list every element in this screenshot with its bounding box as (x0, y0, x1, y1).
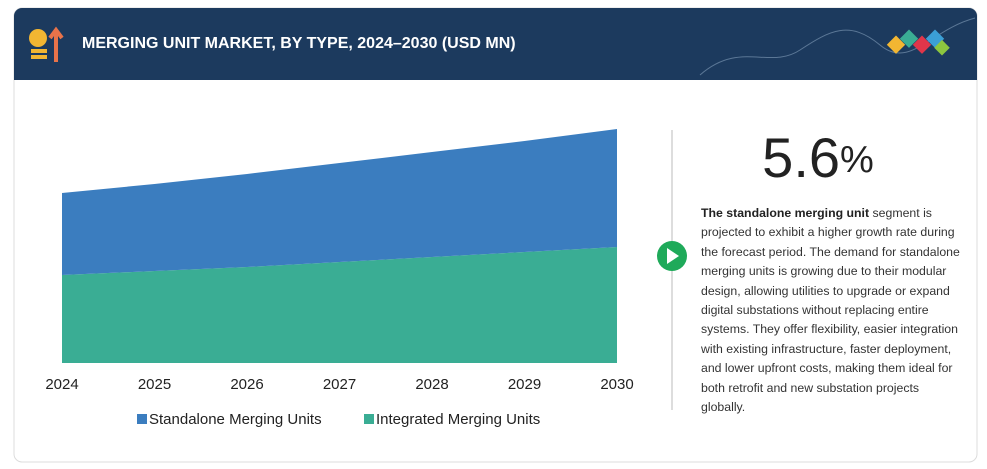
x-tick-label: 2024 (45, 376, 78, 393)
area (62, 247, 617, 363)
legend-swatch (364, 414, 374, 424)
legend-label: Integrated Merging Units (376, 411, 540, 428)
cagr-value: 5.6 (762, 126, 840, 189)
logo (886, 29, 950, 56)
legend-label: Standalone Merging Units (149, 411, 322, 428)
cagr: 5.6% (762, 126, 874, 189)
area (62, 129, 617, 275)
description-text: segment is projected to exhibit a higher… (701, 206, 960, 415)
x-tick-label: 2027 (323, 376, 356, 393)
cagr-unit: % (840, 139, 874, 181)
chart-title: MERGING UNIT MARKET, BY TYPE, 2024–2030 … (82, 35, 516, 52)
header-icon (29, 26, 64, 62)
description-lead: The standalone merging unit (701, 206, 870, 220)
x-tick-label: 2030 (600, 376, 633, 393)
legend-swatch (137, 414, 147, 424)
x-tick-label: 2026 (230, 376, 263, 393)
header-band (14, 8, 977, 80)
x-tick-label: 2029 (508, 376, 541, 393)
play-icon (667, 248, 679, 264)
x-tick-label: 2025 (138, 376, 171, 393)
x-tick-label: 2028 (415, 376, 448, 393)
description: The standalone merging unit segment is p… (701, 204, 963, 417)
